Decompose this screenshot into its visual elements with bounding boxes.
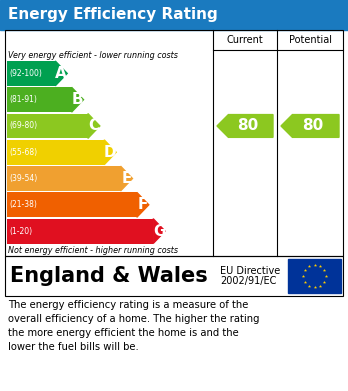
Text: 80: 80 <box>302 118 324 133</box>
Text: C: C <box>88 118 100 133</box>
Text: (21-38): (21-38) <box>9 200 37 209</box>
Text: Potential: Potential <box>288 35 332 45</box>
Text: the more energy efficient the home is and the: the more energy efficient the home is an… <box>8 328 239 338</box>
Bar <box>7 166 120 191</box>
Polygon shape <box>104 140 116 165</box>
Text: B: B <box>72 92 84 107</box>
Text: lower the fuel bills will be.: lower the fuel bills will be. <box>8 342 139 352</box>
Text: E: E <box>121 171 132 186</box>
Polygon shape <box>120 166 133 191</box>
Text: Very energy efficient - lower running costs: Very energy efficient - lower running co… <box>8 51 178 60</box>
Bar <box>288 259 341 293</box>
Bar <box>0 0 348 30</box>
Bar <box>7 192 137 217</box>
Text: (81-91): (81-91) <box>9 95 37 104</box>
Polygon shape <box>55 61 67 86</box>
Polygon shape <box>88 113 100 138</box>
Text: (92-100): (92-100) <box>9 69 42 78</box>
Polygon shape <box>153 219 165 244</box>
Polygon shape <box>281 115 339 137</box>
Bar <box>7 61 55 86</box>
Polygon shape <box>72 87 84 112</box>
Bar <box>5 256 343 296</box>
Text: England & Wales: England & Wales <box>10 266 208 286</box>
Text: overall efficiency of a home. The higher the rating: overall efficiency of a home. The higher… <box>8 314 260 324</box>
Polygon shape <box>137 192 149 217</box>
Bar <box>7 219 153 244</box>
Text: (39-54): (39-54) <box>9 174 37 183</box>
Text: (69-80): (69-80) <box>9 122 37 131</box>
Bar <box>5 256 343 296</box>
Text: F: F <box>138 197 148 212</box>
Bar <box>7 113 88 138</box>
Text: The energy efficiency rating is a measure of the: The energy efficiency rating is a measur… <box>8 300 248 310</box>
Text: A: A <box>55 66 67 81</box>
Bar <box>7 87 72 112</box>
Text: G: G <box>153 224 165 239</box>
Text: (1-20): (1-20) <box>9 227 32 236</box>
Text: Not energy efficient - higher running costs: Not energy efficient - higher running co… <box>8 246 178 255</box>
Polygon shape <box>217 115 273 137</box>
Text: Energy Efficiency Rating: Energy Efficiency Rating <box>8 7 218 23</box>
Text: 80: 80 <box>237 118 259 133</box>
Text: 2002/91/EC: 2002/91/EC <box>220 276 276 286</box>
Text: EU Directive: EU Directive <box>220 266 280 276</box>
Bar <box>5 30 343 256</box>
Text: D: D <box>104 145 117 160</box>
Bar <box>7 140 104 165</box>
Text: (55-68): (55-68) <box>9 148 37 157</box>
Text: Current: Current <box>227 35 263 45</box>
